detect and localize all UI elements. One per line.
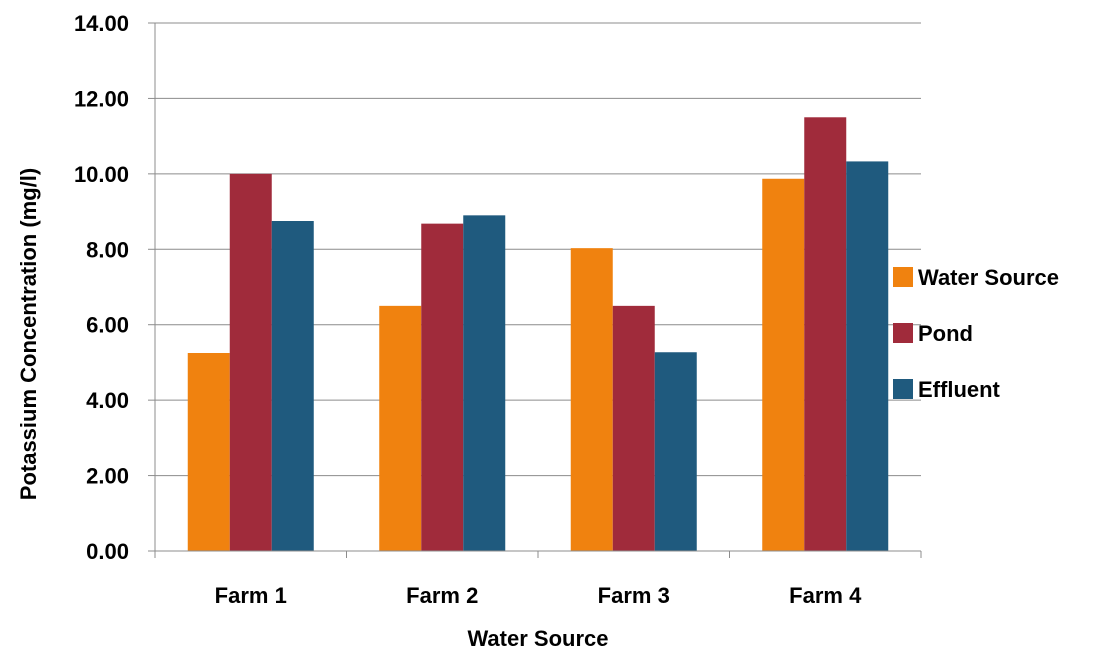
bars: [187, 117, 889, 552]
x-axis-title: Water Source: [467, 626, 608, 651]
y-tick-label: 0.00: [86, 539, 129, 564]
y-tick-label: 6.00: [86, 313, 129, 338]
bar-water-source: [187, 353, 230, 551]
y-tick-label: 4.00: [86, 388, 129, 413]
y-tick-label: 12.00: [74, 86, 129, 111]
bar-effluent: [654, 352, 697, 551]
x-category-label: Farm 2: [406, 583, 478, 608]
legend-swatch: [893, 323, 913, 343]
legend-swatch: [893, 267, 913, 287]
x-category-label: Farm 1: [215, 583, 287, 608]
bar-effluent: [463, 215, 506, 552]
x-category-labels: Farm 1 Farm 2 Farm 3 Farm 4: [215, 583, 862, 608]
x-category-label: Farm 3: [598, 583, 670, 608]
legend-label: Effluent: [918, 377, 1001, 402]
y-tick-label: 10.00: [74, 162, 129, 187]
bar-pond: [421, 223, 464, 551]
bar-pond: [804, 117, 847, 552]
bar-water-source: [570, 248, 613, 551]
x-category-label: Farm 4: [789, 583, 862, 608]
legend: Water Source Pond Effluent: [893, 265, 1059, 402]
bar-effluent: [846, 161, 889, 551]
legend-label: Pond: [918, 321, 973, 346]
y-tick-label: 8.00: [86, 237, 129, 262]
y-tick-label: 14.00: [74, 11, 129, 36]
bar-water-source: [762, 178, 805, 551]
y-tick-labels: 0.00 2.00 4.00 6.00 8.00 10.00 12.00 14.00: [74, 11, 129, 564]
bar-effluent: [271, 221, 314, 551]
y-axis-title: Potassium Concentration (mg/l): [16, 168, 41, 500]
bar-pond: [229, 173, 272, 551]
bar-water-source: [379, 305, 422, 551]
axes: [148, 22, 922, 558]
legend-label: Water Source: [918, 265, 1059, 290]
bar-pond: [612, 305, 655, 551]
legend-swatch: [893, 379, 913, 399]
y-tick-label: 2.00: [86, 464, 129, 489]
